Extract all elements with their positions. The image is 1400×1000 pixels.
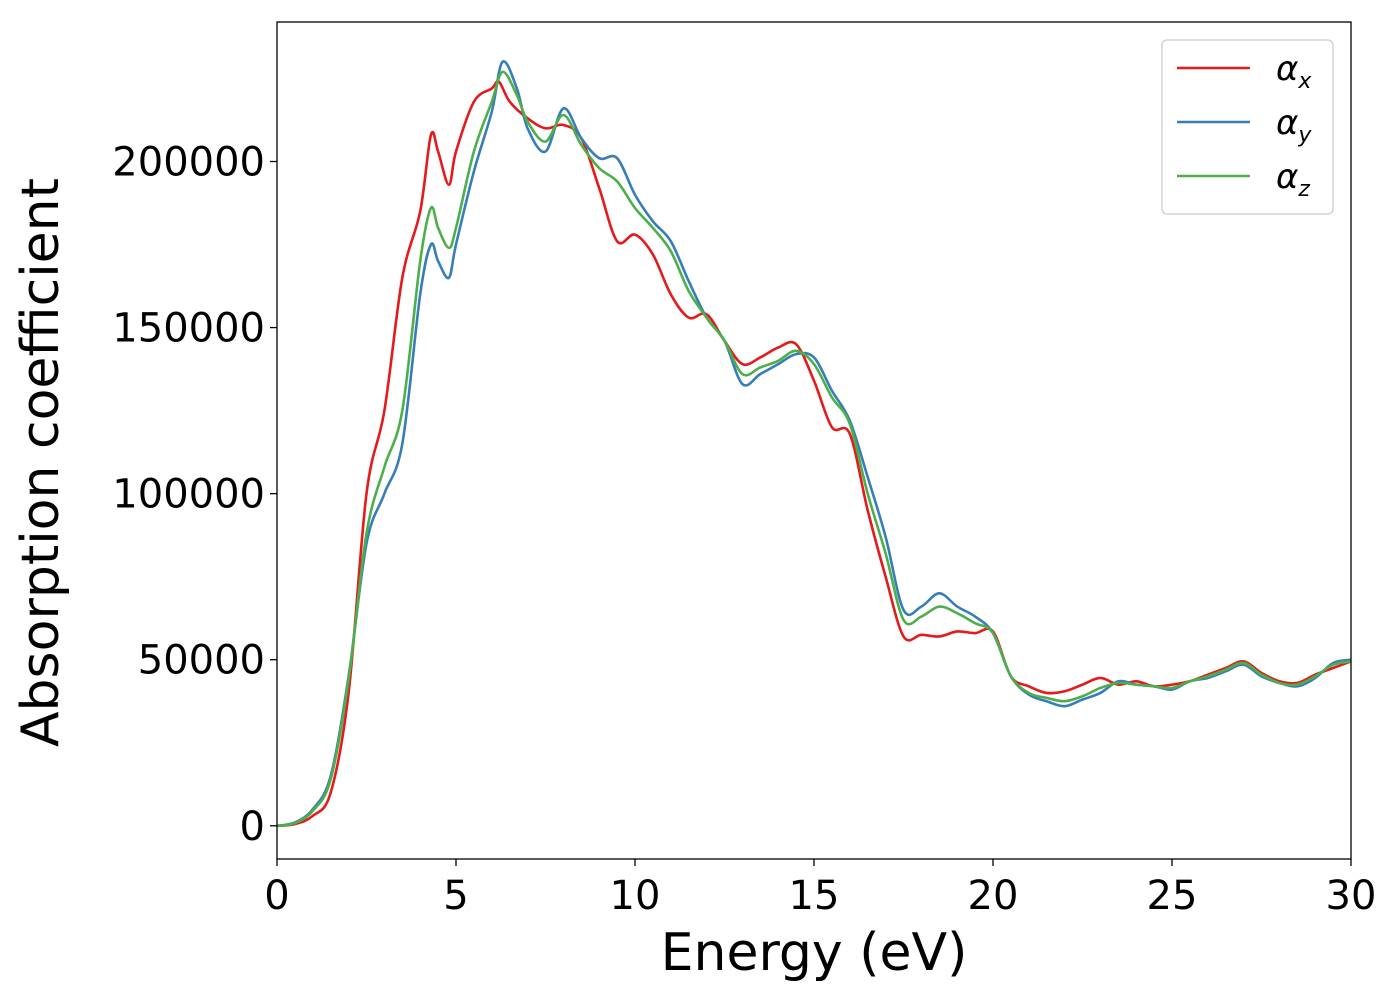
y-tick-label: 50000 (138, 638, 265, 684)
legend-label-y: αy (1276, 103, 1312, 148)
legend-subscript: y (1297, 123, 1312, 148)
y-tick-label: 0 (240, 804, 265, 850)
x-axis-label: Energy (eV) (661, 923, 968, 983)
x-tick-label: 30 (1326, 873, 1377, 919)
series-line-z (277, 70, 1351, 828)
x-tick-label: 20 (968, 873, 1019, 919)
legend-label-z: αz (1276, 157, 1310, 202)
legend-symbol: α (1276, 103, 1298, 143)
legend-box (1161, 39, 1334, 215)
legend-subscript: x (1297, 69, 1312, 94)
x-tick-label: 5 (443, 873, 468, 919)
legend-subscript: z (1297, 177, 1310, 202)
y-axis-ticks: 0 50000 100000 150000 200000 (112, 140, 277, 850)
x-tick-label: 10 (610, 873, 661, 919)
y-tick-label: 150000 (112, 306, 265, 352)
x-tick-label: 25 (1147, 873, 1198, 919)
x-axis-ticks: 0 5 10 15 20 25 30 (264, 859, 1376, 919)
x-tick-label: 0 (264, 873, 289, 919)
y-axis-label: Absorption coefficient (11, 178, 71, 747)
y-tick-label: 100000 (112, 472, 265, 518)
legend-symbol: α (1276, 49, 1298, 89)
series-layer (277, 60, 1351, 828)
legend-label-x: αx (1276, 49, 1312, 94)
x-tick-label: 15 (789, 873, 840, 919)
y-tick-label: 200000 (112, 140, 265, 186)
legend-symbol: α (1276, 157, 1298, 197)
